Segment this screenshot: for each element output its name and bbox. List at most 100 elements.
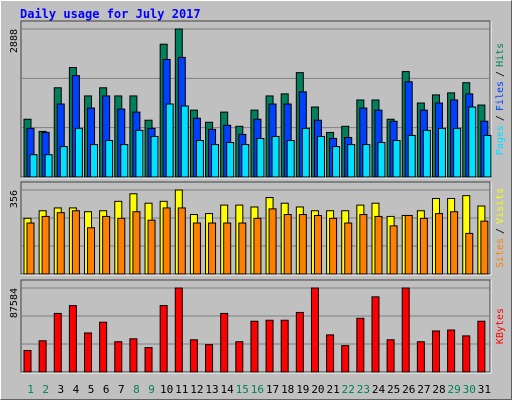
- bar: [102, 215, 111, 275]
- x-tick-label: 10: [160, 383, 173, 396]
- bar: [256, 137, 265, 178]
- x-tick-label: 8: [133, 383, 140, 396]
- bar: [450, 211, 459, 275]
- bar: [310, 287, 319, 373]
- x-tick-label: 23: [357, 383, 370, 396]
- x-tick-label: 30: [463, 383, 476, 396]
- bar: [404, 214, 413, 275]
- bar: [26, 222, 35, 275]
- bar: [468, 106, 477, 178]
- legend-separator: /: [495, 115, 506, 121]
- x-tick-label: 3: [57, 383, 64, 396]
- bar: [295, 311, 304, 373]
- bar: [298, 214, 307, 275]
- x-tick-label: 12: [190, 383, 203, 396]
- x-tick-label: 29: [447, 383, 460, 396]
- bar: [392, 140, 401, 178]
- bar: [280, 319, 289, 373]
- bar: [44, 154, 53, 178]
- x-tick-label: 11: [175, 383, 188, 396]
- bar: [135, 129, 144, 178]
- bar: [241, 144, 250, 178]
- bar: [422, 129, 431, 178]
- x-tick-label: 21: [326, 383, 339, 396]
- bar: [71, 210, 80, 275]
- bar: [374, 215, 383, 275]
- bar: [192, 222, 201, 275]
- bar: [313, 214, 322, 275]
- bar: [150, 135, 159, 178]
- bar: [38, 340, 47, 373]
- legend: KBytes: [495, 308, 506, 344]
- bar: [268, 208, 277, 275]
- bar: [87, 227, 96, 275]
- legend-entry: Hits: [495, 43, 506, 67]
- x-tick-label: 6: [103, 383, 110, 396]
- x-tick-label: 26: [402, 383, 415, 396]
- bar: [238, 222, 247, 275]
- bar: [23, 350, 32, 373]
- bar: [162, 207, 171, 275]
- x-tick-label: 13: [205, 383, 218, 396]
- bar: [253, 217, 262, 275]
- x-tick-label: 18: [281, 383, 294, 396]
- bar: [465, 232, 474, 275]
- bar: [416, 341, 425, 373]
- bar: [56, 212, 65, 275]
- bar: [250, 320, 259, 373]
- bar: [286, 140, 295, 178]
- bar: [283, 214, 292, 275]
- bar: [180, 105, 189, 178]
- bar: [211, 144, 220, 178]
- bar: [99, 321, 108, 373]
- bar: [208, 222, 217, 275]
- bar: [371, 296, 380, 373]
- bar: [356, 317, 365, 373]
- bar: [226, 142, 235, 178]
- bar: [223, 222, 232, 275]
- y-tick-label: 356: [9, 190, 20, 208]
- bar: [132, 211, 141, 275]
- x-tick-label: 24: [372, 383, 386, 396]
- bar: [29, 154, 38, 178]
- bar: [59, 146, 68, 178]
- bar: [419, 217, 428, 275]
- x-tick-label: 31: [478, 383, 491, 396]
- x-tick-label: 2: [42, 383, 49, 396]
- bar: [447, 329, 456, 373]
- bar: [271, 135, 280, 178]
- bar: [480, 220, 489, 275]
- bar: [483, 134, 492, 178]
- bar: [195, 140, 204, 178]
- x-tick-label: 7: [118, 383, 125, 396]
- x-tick-label: 16: [251, 383, 264, 396]
- bar: [326, 334, 335, 373]
- x-tick-label: 14: [221, 383, 235, 396]
- bar: [235, 341, 244, 373]
- bar: [74, 127, 83, 178]
- legend-separator: /: [495, 228, 506, 234]
- y-tick-label: 2888: [9, 29, 20, 53]
- bar: [389, 225, 398, 275]
- bar: [220, 312, 229, 373]
- bar: [174, 287, 183, 373]
- x-tick-label: 15: [236, 383, 249, 396]
- bar: [177, 207, 186, 275]
- bar: [165, 103, 174, 178]
- x-tick-label: 28: [432, 383, 445, 396]
- y-tick-label: 87584: [9, 288, 20, 318]
- x-tick-label: 17: [266, 383, 279, 396]
- bar: [453, 127, 462, 178]
- bar: [332, 146, 341, 178]
- bar: [159, 305, 168, 373]
- x-tick-label: 25: [387, 383, 400, 396]
- bar: [301, 127, 310, 178]
- bar: [144, 347, 153, 373]
- chart-title: Daily usage for July 2017: [20, 7, 201, 21]
- legend-entry: Sites: [495, 238, 506, 268]
- x-tick-label: 9: [148, 383, 155, 396]
- bar: [462, 335, 471, 373]
- bar: [120, 144, 129, 178]
